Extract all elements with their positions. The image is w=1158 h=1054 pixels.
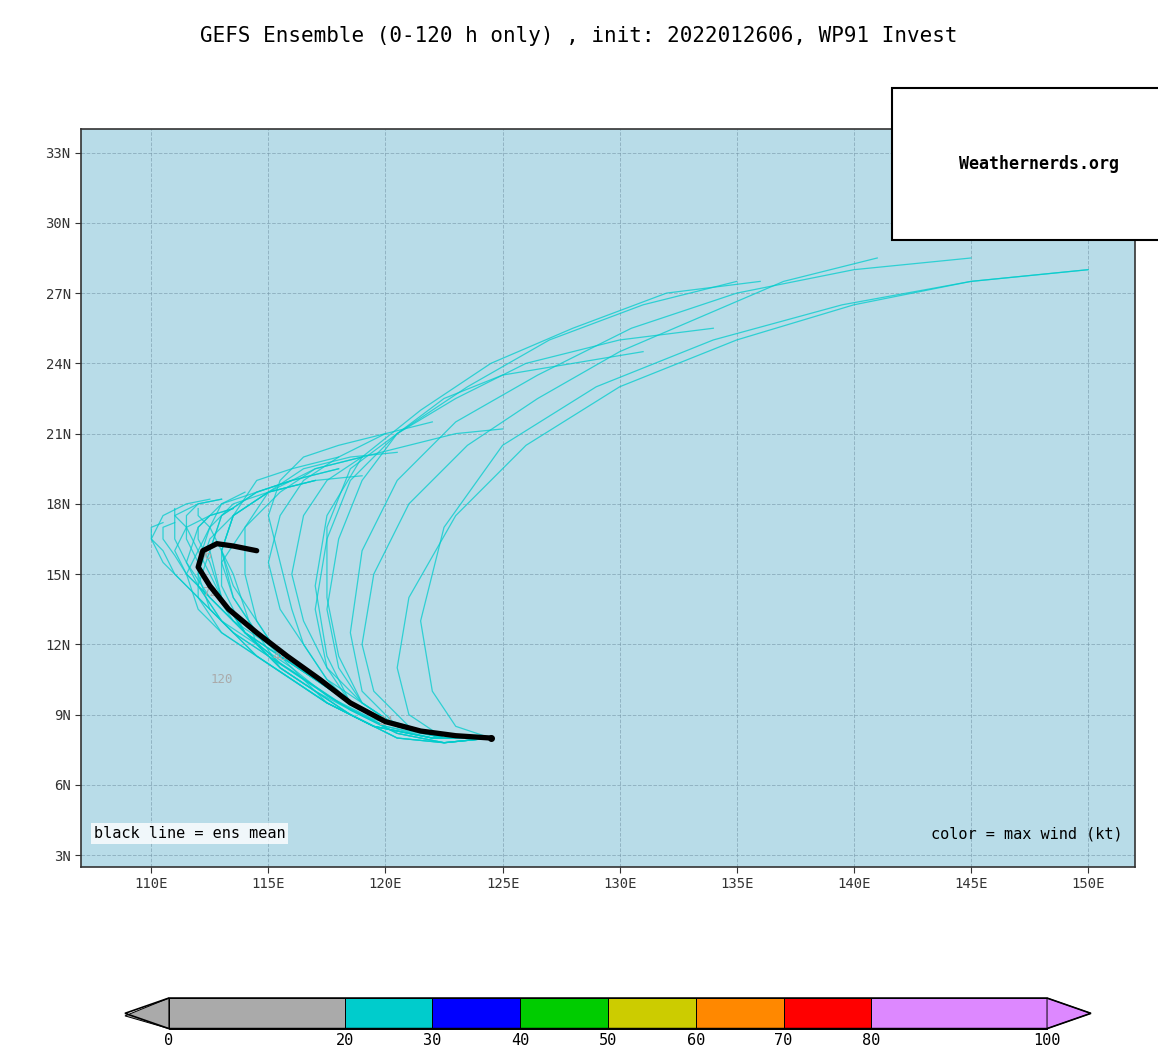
- Bar: [169, 998, 345, 1029]
- Bar: [608, 998, 696, 1029]
- Bar: [520, 998, 608, 1029]
- Text: 72: 72: [203, 586, 218, 600]
- Text: GEFS Ensemble (0-120 h only) , init: 2022012606, WP91 Invest: GEFS Ensemble (0-120 h only) , init: 202…: [200, 26, 958, 46]
- Text: 70: 70: [775, 1033, 793, 1048]
- Text: 50: 50: [599, 1033, 617, 1048]
- Text: 24: 24: [378, 716, 393, 728]
- Polygon shape: [1047, 998, 1091, 1029]
- Text: Weathernerds.org: Weathernerds.org: [959, 155, 1119, 173]
- Text: 96: 96: [198, 549, 213, 562]
- Bar: [345, 998, 432, 1029]
- Text: 30: 30: [423, 1033, 441, 1048]
- Text: 0: 0: [164, 1033, 174, 1048]
- Bar: [784, 998, 871, 1029]
- Text: 100: 100: [1033, 1033, 1061, 1048]
- Bar: [871, 998, 1047, 1029]
- Text: black line = ens mean: black line = ens mean: [94, 826, 285, 841]
- Text: 40: 40: [511, 1033, 529, 1048]
- Text: color = max wind (kt): color = max wind (kt): [931, 826, 1122, 841]
- Bar: [696, 998, 784, 1029]
- Text: 60: 60: [687, 1033, 705, 1048]
- Text: 80: 80: [863, 1033, 880, 1048]
- Text: 20: 20: [336, 1033, 353, 1048]
- Bar: [432, 998, 520, 1029]
- Text: 48: 48: [272, 649, 287, 663]
- Bar: [871, 998, 1047, 1029]
- Polygon shape: [125, 998, 169, 1029]
- Text: 120: 120: [211, 674, 233, 686]
